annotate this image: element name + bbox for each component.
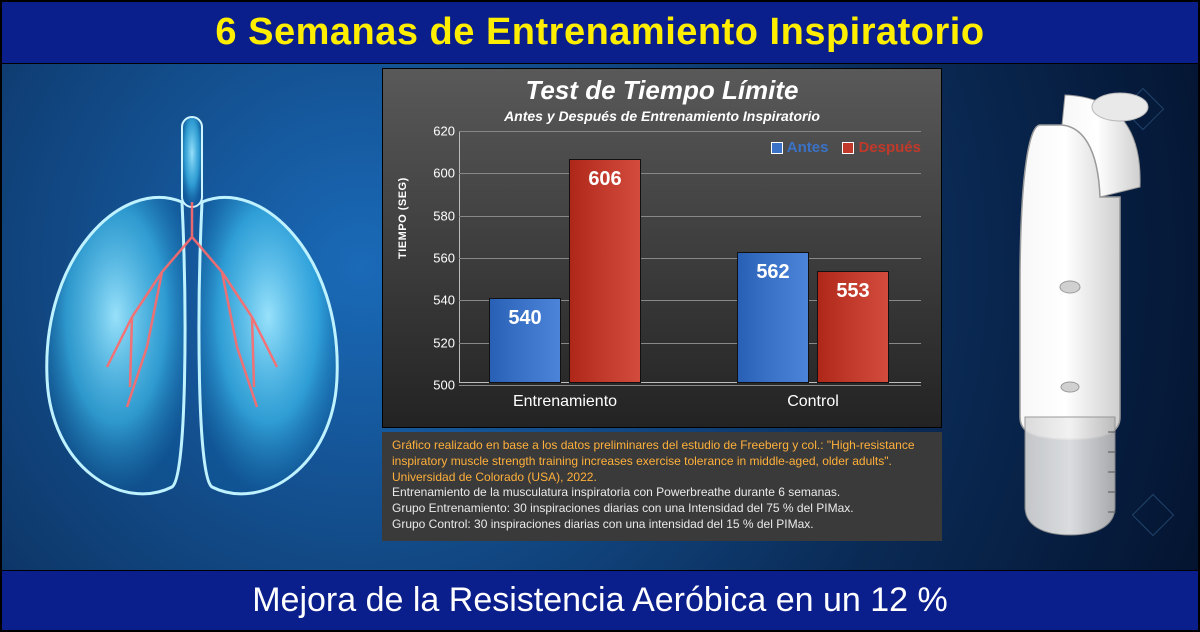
citation-line: Gráfico realizado en base a los datos pr… <box>392 438 932 485</box>
gridline <box>459 385 921 386</box>
y-tick-label: 620 <box>415 124 455 139</box>
left-illustration-panel <box>2 64 382 570</box>
bar-value-label: 553 <box>818 280 888 303</box>
y-tick-label: 540 <box>415 293 455 308</box>
chart-subtitle: Antes y Después de Entrenamiento Inspira… <box>383 108 941 124</box>
bar-value-label: 562 <box>738 261 808 284</box>
citation-block: Gráfico realizado en base a los datos pr… <box>382 432 942 541</box>
gridline <box>459 216 921 217</box>
category-label: Control <box>737 393 889 411</box>
gridline <box>459 258 921 259</box>
infographic-root: 6 Semanas de Entrenamiento Inspiratorio <box>0 0 1200 632</box>
bar-entrenamiento-después: 606 <box>569 159 641 383</box>
plot-area: 500520540560580600620540606Entrenamiento… <box>459 131 921 383</box>
citation-line: Grupo Control: 30 inspiraciones diarias … <box>392 517 932 533</box>
y-tick-label: 580 <box>415 208 455 223</box>
gridline <box>459 131 921 132</box>
y-axis-line <box>459 131 460 383</box>
footer-text: Mejora de la Resistencia Aeróbica en un … <box>252 581 948 620</box>
category-label: Entrenamiento <box>489 393 641 411</box>
content-row: Test de Tiempo Límite Antes y Después de… <box>2 64 1198 570</box>
bar-entrenamiento-antes: 540 <box>489 298 561 383</box>
bar-control-antes: 562 <box>737 252 809 383</box>
gridline <box>459 173 921 174</box>
bar-value-label: 606 <box>570 168 640 191</box>
bar-chart: Test de Tiempo Límite Antes y Después de… <box>382 68 942 428</box>
center-panel: Test de Tiempo Límite Antes y Después de… <box>382 64 942 570</box>
citation-line: Grupo Entrenamiento: 30 inspiraciones di… <box>392 501 932 517</box>
right-illustration-panel <box>942 64 1198 570</box>
page-title: 6 Semanas de Entrenamiento Inspiratorio <box>215 11 984 54</box>
chart-title: Test de Tiempo Límite <box>383 75 941 106</box>
lungs-icon <box>12 107 372 527</box>
y-tick-label: 600 <box>415 166 455 181</box>
title-bar: 6 Semanas de Entrenamiento Inspiratorio <box>2 2 1198 64</box>
y-tick-label: 500 <box>415 378 455 393</box>
y-tick-label: 560 <box>415 251 455 266</box>
y-axis-title: TIEMPO (SEG) <box>397 177 409 259</box>
footer-bar: Mejora de la Resistencia Aeróbica en un … <box>2 570 1198 630</box>
y-tick-label: 520 <box>415 335 455 350</box>
breathing-device-icon <box>970 87 1170 547</box>
bar-value-label: 540 <box>490 307 560 330</box>
bar-control-después: 553 <box>817 271 889 383</box>
citation-line: Entrenamiento de la musculatura inspirat… <box>392 485 932 501</box>
